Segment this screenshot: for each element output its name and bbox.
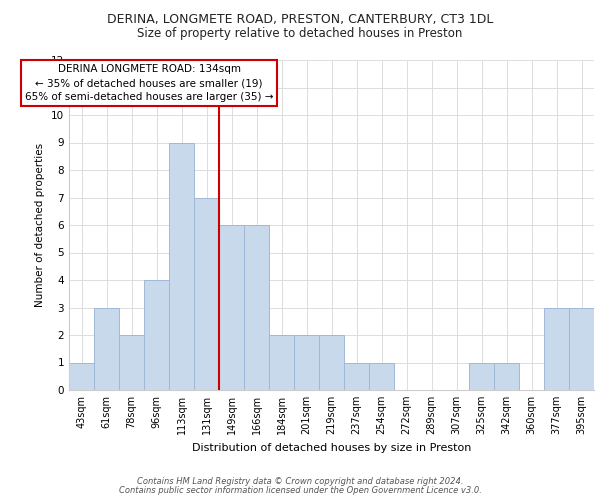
- Bar: [244, 225, 269, 390]
- Bar: [269, 335, 294, 390]
- Y-axis label: Number of detached properties: Number of detached properties: [35, 143, 46, 307]
- Text: Contains HM Land Registry data © Crown copyright and database right 2024.: Contains HM Land Registry data © Crown c…: [137, 478, 463, 486]
- Bar: [194, 198, 219, 390]
- Bar: [344, 362, 369, 390]
- Bar: [294, 335, 319, 390]
- Bar: [494, 362, 519, 390]
- Bar: [144, 280, 169, 390]
- Text: Size of property relative to detached houses in Preston: Size of property relative to detached ho…: [137, 28, 463, 40]
- Bar: [94, 308, 119, 390]
- Bar: [569, 308, 594, 390]
- Text: Contains public sector information licensed under the Open Government Licence v3: Contains public sector information licen…: [119, 486, 481, 495]
- Bar: [469, 362, 494, 390]
- Bar: [319, 335, 344, 390]
- Bar: [219, 225, 244, 390]
- Bar: [69, 362, 94, 390]
- Text: DERINA, LONGMETE ROAD, PRESTON, CANTERBURY, CT3 1DL: DERINA, LONGMETE ROAD, PRESTON, CANTERBU…: [107, 12, 493, 26]
- Bar: [119, 335, 144, 390]
- X-axis label: Distribution of detached houses by size in Preston: Distribution of detached houses by size …: [192, 442, 471, 452]
- Bar: [544, 308, 569, 390]
- Bar: [169, 142, 194, 390]
- Bar: [369, 362, 394, 390]
- Text: DERINA LONGMETE ROAD: 134sqm
← 35% of detached houses are smaller (19)
65% of se: DERINA LONGMETE ROAD: 134sqm ← 35% of de…: [25, 64, 273, 102]
